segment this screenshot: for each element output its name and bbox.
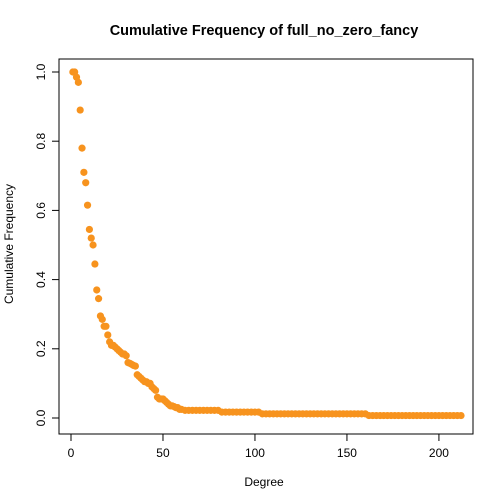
y-tick-label: 0.4 bbox=[34, 271, 48, 288]
data-point bbox=[76, 106, 84, 114]
x-tick-label: 100 bbox=[245, 446, 265, 460]
data-point bbox=[74, 78, 82, 86]
data-point bbox=[152, 386, 160, 394]
data-point bbox=[82, 179, 90, 187]
x-axis-label: Degree bbox=[244, 475, 284, 489]
data-point bbox=[122, 352, 130, 360]
data-point bbox=[94, 295, 103, 303]
y-tick-label: 0.0 bbox=[34, 409, 48, 426]
data-point bbox=[457, 411, 465, 420]
data-point bbox=[98, 315, 106, 323]
data-point bbox=[83, 201, 92, 209]
x-axis: 0 50 100 150 200 bbox=[68, 433, 449, 460]
x-tick-label: 200 bbox=[429, 446, 449, 460]
x-tick-label: 150 bbox=[337, 446, 357, 460]
x-tick-label: 50 bbox=[156, 446, 170, 460]
x-tick-label: 0 bbox=[68, 446, 75, 460]
data-point bbox=[85, 225, 93, 234]
y-axis: 0.0 0.2 0.4 0.6 0.8 1.0 bbox=[34, 63, 60, 426]
chart-title: Cumulative Frequency of full_no_zero_fan… bbox=[110, 23, 419, 39]
data-point bbox=[102, 322, 110, 330]
data-point bbox=[78, 144, 86, 152]
data-point bbox=[93, 286, 101, 294]
y-tick-label: 0.2 bbox=[34, 340, 48, 357]
data-points bbox=[69, 68, 465, 420]
y-tick-label: 0.6 bbox=[34, 202, 48, 219]
data-point bbox=[87, 234, 95, 242]
y-tick-label: 0.8 bbox=[34, 133, 48, 150]
data-point bbox=[91, 260, 99, 268]
y-axis-label: Cumulative Frequency bbox=[2, 184, 16, 304]
data-point bbox=[104, 331, 112, 339]
data-point bbox=[89, 241, 97, 249]
data-point bbox=[80, 168, 88, 176]
data-point bbox=[131, 362, 139, 370]
y-tick-label: 1.0 bbox=[34, 63, 48, 80]
